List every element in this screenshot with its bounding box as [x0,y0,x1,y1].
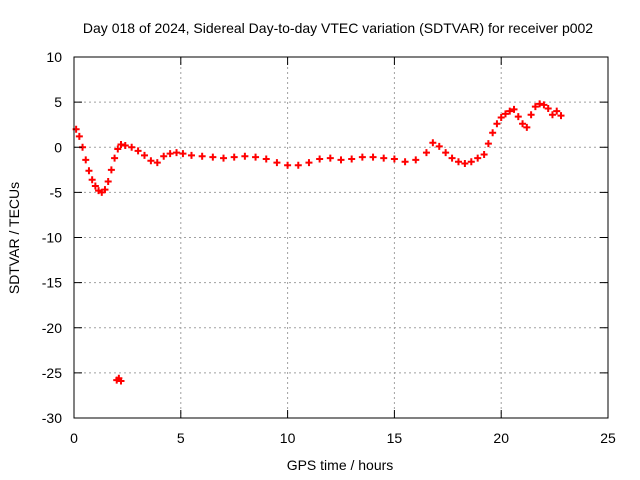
data-point [128,143,136,151]
data-point [435,142,443,150]
data-point [429,139,437,147]
y-tick-label: 10 [46,49,62,65]
data-point [160,152,168,160]
data-point [484,140,492,148]
data-point [114,145,122,153]
data-point [461,159,469,167]
data-point [316,155,324,163]
data-point [401,158,409,166]
data-point [88,176,96,184]
x-tick-label: 10 [280,430,296,446]
data-point [489,129,497,137]
data-point [326,154,334,162]
data-point [501,110,509,118]
x-tick-label: 0 [70,430,78,446]
data-point [198,152,206,160]
data-point [273,159,281,167]
data-point [540,101,548,109]
data-point [107,166,115,174]
data-point [506,107,514,115]
chart-title: Day 018 of 2024, Sidereal Day-to-day VTE… [83,20,593,36]
data-point [134,147,142,155]
data-point [348,155,356,163]
y-axis-label: SDTVAR / TECUs [6,182,22,294]
data-point [262,155,270,163]
data-point [305,159,313,167]
data-point [166,150,174,158]
y-tick-label: -5 [50,184,63,200]
grid-lines [74,57,608,418]
data-point [448,154,456,162]
data-point [101,186,109,194]
data-point [117,377,125,385]
y-tick-label: 0 [54,139,62,155]
data-point [220,154,228,162]
data-point [241,152,249,160]
y-tick-label: -15 [42,275,62,291]
data-point [480,150,488,158]
data-point [85,167,93,175]
axis-ticks [73,56,609,419]
data-point [514,113,522,121]
data-point [531,103,539,111]
data-point [104,178,112,186]
data-point [209,153,217,161]
data-point [82,156,90,164]
data-point [510,105,518,113]
data-point [422,149,430,157]
data-point [523,123,531,131]
y-tick-label: -25 [42,365,62,381]
data-point [358,153,366,161]
x-axis-label: GPS time / hours [287,457,394,473]
data-point [548,111,556,119]
data-point [497,113,505,121]
data-point [337,156,345,164]
y-tick-label: -20 [42,320,62,336]
data-point [557,112,565,120]
data-point [519,120,527,128]
data-point [493,120,501,128]
data-point [294,161,302,169]
y-tick-label: -10 [42,230,62,246]
data-point [284,161,292,169]
data-point [467,158,475,166]
data-point [380,154,388,162]
data-point [75,132,83,140]
x-tick-label: 15 [387,430,403,446]
x-tick-label: 20 [493,430,509,446]
data-point [474,154,482,162]
data-point [173,149,181,157]
data-point [187,151,195,159]
data-series [72,100,565,385]
data-point [412,156,420,164]
data-point [230,153,238,161]
x-tick-label: 5 [177,430,185,446]
data-point [140,151,148,159]
data-point [527,111,535,119]
x-tick-label: 25 [600,430,616,446]
data-point [153,159,161,167]
data-point [111,154,119,162]
y-tick-label: 5 [54,94,62,110]
data-point [121,141,129,149]
data-point [179,150,187,158]
data-point [147,157,155,165]
data-point [91,182,99,190]
data-point [544,104,552,112]
data-point [252,153,260,161]
y-tick-label: -30 [42,410,62,426]
data-point [454,158,462,166]
data-point [553,107,561,115]
tick-labels: 0 5 10 15 20 25 -30 -25 -20 -15 -10 -5 0 5 10 [42,49,616,446]
data-point [390,155,398,163]
data-point [369,153,377,161]
data-point [442,149,450,157]
